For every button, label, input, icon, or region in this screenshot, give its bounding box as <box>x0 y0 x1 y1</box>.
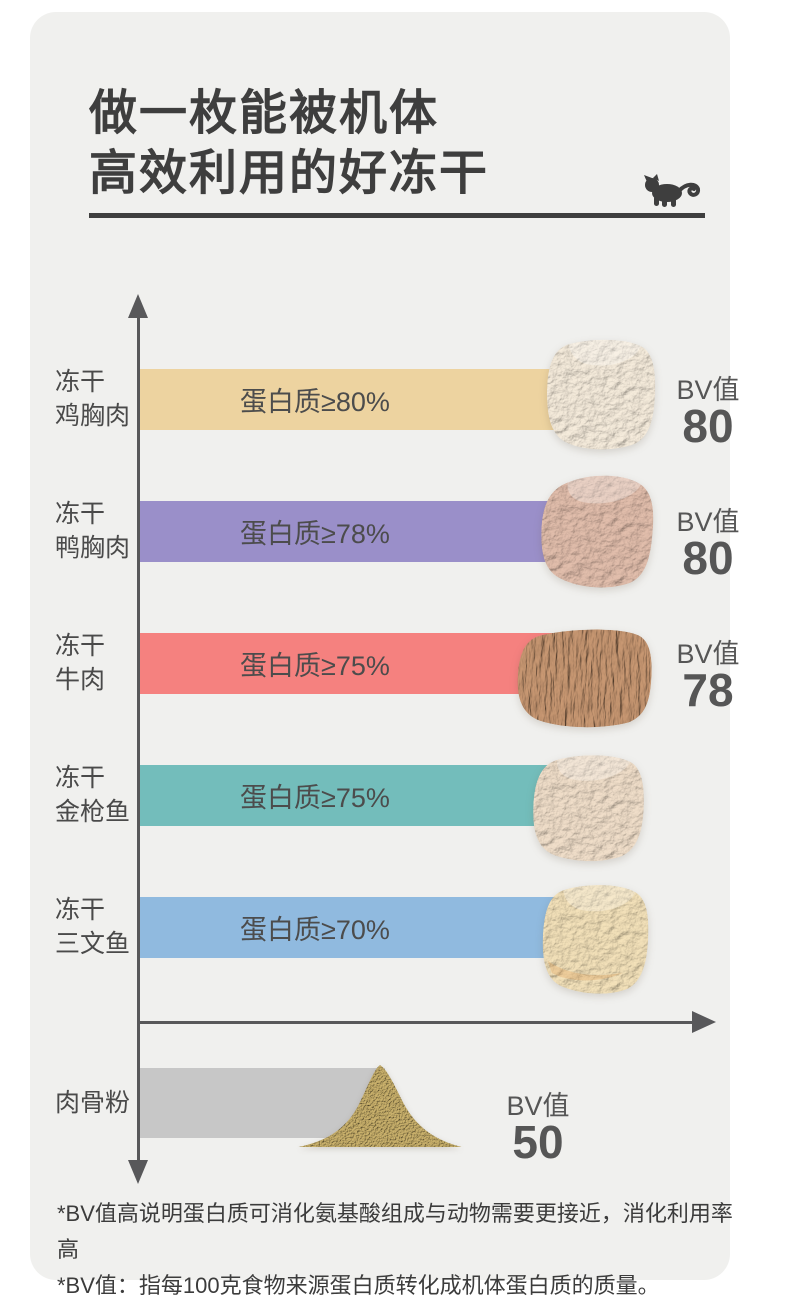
row-label-duck: 冻干 鸭胸肉 <box>55 497 147 565</box>
footnote-line2: *BV值：指每100克食物来源蛋白质转化成机体蛋白质的质量。 <box>57 1273 660 1298</box>
bv-label: BV值 <box>506 1091 570 1121</box>
row-label-line2: 鸡胸肉 <box>55 402 131 430</box>
protein-bar-text: 蛋白质≥75% <box>240 783 390 813</box>
row-label-chicken: 冻干 鸡胸肉 <box>55 365 147 433</box>
title-underline <box>89 213 705 218</box>
page-title-line1: 做一枚能被机体 <box>89 87 440 140</box>
cat-silhouette-icon <box>644 174 701 207</box>
salmon-cube-image <box>542 885 649 994</box>
chicken-cube-image <box>547 339 656 450</box>
x-axis-line <box>138 1021 694 1024</box>
row-label-line1: 冻干 <box>55 632 106 660</box>
bv-badge-duck: BV值 80 <box>668 507 748 584</box>
protein-bar-text: 蛋白质≥75% <box>240 651 390 681</box>
duck-cube-image <box>541 475 654 588</box>
bv-label: BV值 <box>676 375 740 405</box>
row-label-tuna: 冻干 金枪鱼 <box>55 761 147 829</box>
protein-bar-tuna: 蛋白质≥75% <box>140 765 590 826</box>
bv-badge-chicken: BV值 80 <box>668 375 748 452</box>
beef-cube-image <box>517 629 652 728</box>
row-label-bone-meal: 肉骨粉 <box>55 1086 130 1120</box>
row-label-salmon: 冻干 三文鱼 <box>55 893 147 961</box>
row-label-line1: 冻干 <box>55 500 106 528</box>
y-axis-line <box>137 314 140 1162</box>
protein-bar-text: 蛋白质≥78% <box>240 519 390 549</box>
protein-bar-chicken: 蛋白质≥80% <box>140 369 620 430</box>
bv-label: BV值 <box>676 639 740 669</box>
bv-label: BV值 <box>676 507 740 537</box>
row-label-line2: 金枪鱼 <box>55 798 131 826</box>
row-label-line2: 鸭胸肉 <box>55 534 131 562</box>
meat-bone-meal-powder-image <box>298 1065 462 1147</box>
bv-value: 78 <box>682 664 734 716</box>
protein-bar-text: 蛋白质≥80% <box>240 387 390 417</box>
page-title-line2: 高效利用的好冻干 <box>89 147 490 200</box>
row-label-text: 肉骨粉 <box>55 1089 131 1117</box>
row-label-line1: 冻干 <box>55 368 106 396</box>
protein-bar-duck: 蛋白质≥78% <box>140 501 608 562</box>
page-title: 做一枚能被机体 高效利用的好冻干 <box>89 84 649 204</box>
protein-bar-salmon: 蛋白质≥70% <box>140 897 560 958</box>
row-label-beef: 冻干 牛肉 <box>55 629 147 697</box>
x-axis-arrow-right-icon <box>692 1011 716 1033</box>
y-axis-arrow-down-icon <box>128 1160 148 1184</box>
row-label-line1: 冻干 <box>55 896 106 924</box>
row-label-line2: 牛肉 <box>55 666 106 694</box>
bv-value: 80 <box>682 532 734 584</box>
bv-value: 50 <box>512 1116 564 1168</box>
bv-badge-beef: BV值 78 <box>668 639 748 716</box>
protein-bar-beef: 蛋白质≥75% <box>140 633 590 694</box>
row-label-line2: 三文鱼 <box>55 930 131 958</box>
tuna-cube-image <box>533 755 644 862</box>
row-label-line1: 冻干 <box>55 764 106 792</box>
bv-badge-bone-meal: BV值 50 <box>498 1091 578 1168</box>
footnote-line1: *BV值高说明蛋白质可消化氨基酸组成与动物需要更接近，消化利用率高 <box>57 1201 733 1262</box>
protein-bar-text: 蛋白质≥70% <box>240 915 390 945</box>
bv-value: 80 <box>682 400 734 452</box>
footnotes: *BV值高说明蛋白质可消化氨基酸组成与动物需要更接近，消化利用率高 *BV值：指… <box>57 1196 747 1304</box>
y-axis-arrow-up-icon <box>128 294 148 318</box>
